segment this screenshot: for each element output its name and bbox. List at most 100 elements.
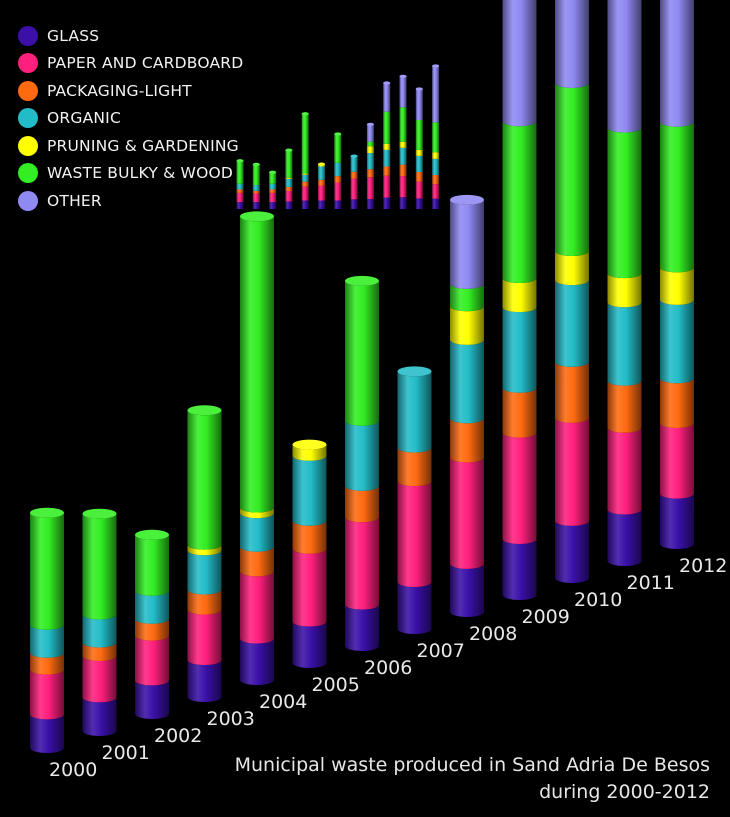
bar-column-2000 xyxy=(30,507,64,753)
bar-segment-paper-and-cardboard xyxy=(187,609,222,666)
bar-segment-other xyxy=(450,199,484,289)
mini-segment-glass xyxy=(383,197,391,209)
bar-segment-pruning-gardening xyxy=(240,507,274,519)
bar-segment-pruning-gardening xyxy=(607,273,642,308)
bar-segment-glass xyxy=(82,697,117,736)
legend-label: OTHER xyxy=(47,191,102,210)
bar-segment-paper-and-cardboard xyxy=(397,481,432,587)
legend-swatch xyxy=(18,25,38,46)
bar-column-2004 xyxy=(240,211,274,685)
bar-column-2011 xyxy=(607,0,642,566)
mini-segment-glass xyxy=(432,198,440,209)
bar-segment-packaging-light xyxy=(555,361,589,423)
mini-segment-paper-and-cardboard xyxy=(350,178,358,200)
mini-segment-organic xyxy=(350,156,358,172)
mini-segment-waste-bulky-wood xyxy=(383,111,391,144)
mini-bar-cap xyxy=(383,81,391,85)
bar-column-2008 xyxy=(450,194,484,617)
bar-segment-glass xyxy=(135,680,169,719)
bar-top-cap xyxy=(397,366,432,377)
mini-segment-waste-bulky-wood xyxy=(399,107,407,142)
bar-segment-other xyxy=(555,0,589,88)
bar-segment-paper-and-cardboard xyxy=(292,548,327,627)
bar-segment-organic xyxy=(82,614,117,648)
mini-segment-waste-bulky-wood xyxy=(432,122,440,153)
mini-segment-paper-and-cardboard xyxy=(383,175,391,198)
bar-segment-organic xyxy=(397,371,432,453)
bar-segment-paper-and-cardboard xyxy=(135,635,169,686)
mini-bar-cap xyxy=(432,64,440,68)
bar-segment-waste-bulky-wood xyxy=(502,121,537,284)
x-tick-label: 2008 xyxy=(469,623,517,645)
mini-bar-cap xyxy=(252,162,260,166)
mini-segment-waste-bulky-wood xyxy=(236,160,244,184)
legend-item-packaging-light: PACKAGING-LIGHT xyxy=(18,77,243,105)
bar-segment-packaging-light xyxy=(607,380,642,433)
mini-segment-packaging-light xyxy=(318,179,325,186)
mini-segment-organic xyxy=(334,162,342,177)
x-tick-label: 2011 xyxy=(627,572,675,594)
main-bars xyxy=(30,0,694,753)
bar-top-cap xyxy=(30,507,64,518)
mini-segment-other xyxy=(366,124,374,142)
bar-segment-glass xyxy=(607,509,642,566)
bar-segment-waste-bulky-wood xyxy=(30,512,64,630)
bar-segment-paper-and-cardboard xyxy=(450,457,484,569)
legend-item-pruning-gardening: PRUNING & GARDENING xyxy=(18,132,243,160)
mini-segment-glass xyxy=(285,201,293,209)
x-tick-label: 2007 xyxy=(417,640,465,662)
mini-segment-paper-and-cardboard xyxy=(301,186,309,201)
mini-bar-2007 xyxy=(350,154,358,209)
mini-segment-glass xyxy=(366,199,374,209)
legend-label: ORGANIC xyxy=(47,109,121,128)
mini-segment-paper-and-cardboard xyxy=(236,192,244,203)
bar-segment-paper-and-cardboard xyxy=(240,571,274,644)
mini-bar-cap xyxy=(350,154,358,158)
bar-column-2006 xyxy=(345,275,379,651)
chart-legend: GLASS PAPER AND CARDBOARD PACKAGING-LIGHT O… xyxy=(18,22,243,215)
mini-bar-2006 xyxy=(334,132,342,209)
bar-segment-glass xyxy=(292,621,327,668)
bar-column-2007 xyxy=(397,366,432,634)
x-tick-label: 2001 xyxy=(102,742,150,764)
mini-segment-paper-and-cardboard xyxy=(399,176,407,198)
mini-segment-pruning-gardening xyxy=(366,146,374,154)
mini-segment-packaging-light xyxy=(415,171,423,182)
mini-bar-cap xyxy=(236,159,244,163)
mini-segment-organic xyxy=(269,183,277,190)
bar-segment-waste-bulky-wood xyxy=(135,534,169,596)
x-tick-label: 2010 xyxy=(574,589,622,611)
mini-bar-cap xyxy=(285,148,293,152)
mini-segment-waste-bulky-wood xyxy=(269,172,277,184)
mini-bar-2003 xyxy=(285,148,293,209)
mini-segment-glass xyxy=(334,200,342,209)
chart-subtitle: during 2000-2012 xyxy=(539,781,710,803)
mini-bar-2012 xyxy=(432,64,440,209)
mini-segment-pruning-gardening xyxy=(383,143,391,150)
mini-bar-cap xyxy=(399,74,407,78)
overview-chart xyxy=(236,64,440,209)
mini-segment-waste-bulky-wood xyxy=(301,113,309,174)
mini-bar-cap xyxy=(301,112,309,116)
mini-bar-2004 xyxy=(301,112,309,209)
mini-segment-packaging-light xyxy=(432,174,440,185)
mini-segment-paper-and-cardboard xyxy=(318,185,325,201)
mini-segment-organic xyxy=(383,149,391,167)
mini-segment-other xyxy=(383,82,391,112)
mini-segment-packaging-light xyxy=(236,189,244,193)
bar-segment-organic xyxy=(502,307,537,393)
bar-segment-organic xyxy=(660,299,694,384)
bar-segment-other xyxy=(607,0,642,133)
bar-segment-pruning-gardening xyxy=(555,250,589,286)
bar-segment-glass xyxy=(397,581,432,634)
mini-segment-organic xyxy=(236,183,244,190)
mini-segment-waste-bulky-wood xyxy=(366,141,374,147)
bar-segment-pruning-gardening xyxy=(187,544,222,556)
mini-segment-pruning-gardening xyxy=(432,152,440,159)
bar-segment-packaging-light xyxy=(345,485,379,523)
mini-segment-pruning-gardening xyxy=(415,149,423,156)
bar-segment-packaging-light xyxy=(82,642,117,661)
mini-segment-organic xyxy=(318,166,325,180)
x-tick-label: 2005 xyxy=(312,674,360,696)
bar-segment-packaging-light xyxy=(240,546,274,577)
